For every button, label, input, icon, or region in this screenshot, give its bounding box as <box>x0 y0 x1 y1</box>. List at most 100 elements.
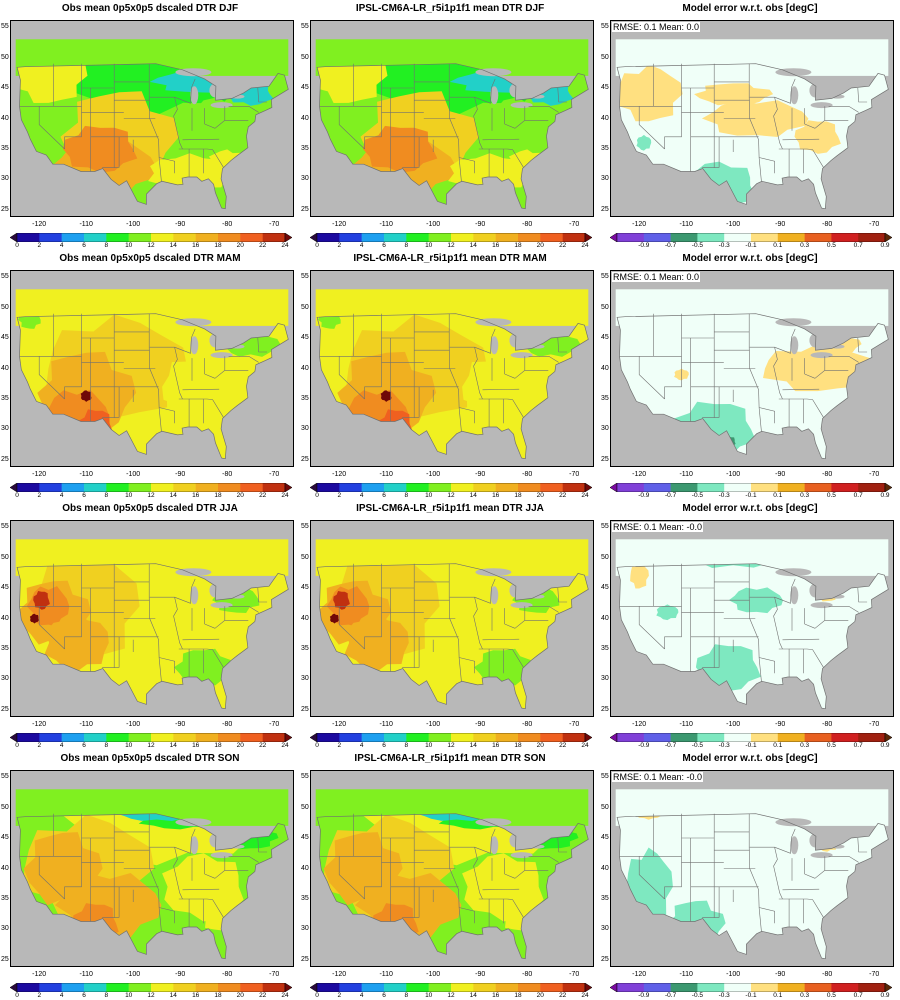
colorbar-tick: 18 <box>514 742 522 749</box>
panel-title: Obs mean 0p5x0p5 dscaled DTR MAM <box>59 253 241 264</box>
colorbar-swatch <box>317 733 340 742</box>
colorbar-tick: 12 <box>447 242 455 249</box>
state-border <box>257 337 268 353</box>
dtr-region <box>462 353 549 419</box>
colorbar-under-arrow <box>310 983 318 992</box>
lat-tick-label: 50 <box>301 303 309 311</box>
colorbar-tick: 0 <box>15 992 19 999</box>
colorbar-swatch <box>670 483 698 492</box>
colorbar-tick: 18 <box>214 742 222 749</box>
error-region <box>630 563 649 589</box>
colorbar-tick: 0.9 <box>880 242 890 249</box>
lon-tick-label: -90 <box>175 721 186 728</box>
map-field <box>611 521 893 716</box>
lake <box>790 336 799 355</box>
colorbar-tick: 6 <box>82 492 86 499</box>
lat-tick-label: 30 <box>1 675 9 683</box>
lon-tick-label: -90 <box>475 471 486 478</box>
colorbar-swatch <box>361 983 385 992</box>
state-border <box>159 657 175 674</box>
colorbar-tick: 4 <box>359 242 364 249</box>
lon-tick-label: -80 <box>822 471 833 478</box>
colorbar-swatch <box>173 483 196 492</box>
map-frame <box>310 520 594 717</box>
lon-tick-label: -100 <box>426 471 441 478</box>
error-map-panel: Model error w.r.t. obs [degC] RMSE: 0.1 M… <box>600 250 900 500</box>
colorbar-swatch <box>831 983 859 992</box>
colorbar-tick: 14 <box>169 742 177 749</box>
lon-tick-label: -120 <box>632 221 647 228</box>
colorbar-tick: 12 <box>447 492 455 499</box>
colorbar-tick: 22 <box>259 492 267 499</box>
state-border <box>338 856 365 900</box>
lat-tick-label: 55 <box>301 773 309 781</box>
lat-tick-label: 30 <box>601 175 609 183</box>
colorbar-swatch <box>384 733 407 742</box>
lat-tick-label: 45 <box>301 84 309 91</box>
colorbar-tick-labels: 0 2 4 6 8 10 12 14 16 18 20 22 24 <box>0 992 300 1000</box>
state-border <box>204 623 216 629</box>
country-outline <box>16 563 289 710</box>
colorbar-swatch <box>361 483 385 492</box>
state-border <box>557 337 568 353</box>
panel-title: IPSL-CM6A-LR_r5i1p1f1 mean DTR DJF <box>355 3 545 14</box>
colorbar-tick: 20 <box>536 742 544 749</box>
lon-tick-label: -110 <box>79 721 93 728</box>
colorbar-tick: 0.1 <box>773 492 783 499</box>
colorbar-swatch <box>218 233 241 242</box>
lat-tick-label: 45 <box>301 334 309 341</box>
state-border <box>514 856 526 879</box>
lat-tick-label: 25 <box>301 955 309 963</box>
colorbar-swatch <box>317 233 340 242</box>
lon-tick-label: -80 <box>522 221 533 228</box>
lake <box>810 352 833 359</box>
state-border <box>182 138 220 141</box>
lat-tick-label: 45 <box>601 84 609 91</box>
colorbar-swatch <box>670 733 698 742</box>
colorbar-swatch <box>428 233 452 242</box>
colorbar-tick: 0.3 <box>800 492 810 499</box>
country-outline <box>616 563 889 710</box>
colorbar-swatch <box>39 983 62 992</box>
lon-tick-label: -120 <box>332 721 347 728</box>
colorbar-tick: 12 <box>447 992 455 999</box>
colorbar-tick: -0.9 <box>638 242 650 249</box>
lat-tick-label: 35 <box>601 145 609 152</box>
lake <box>810 102 833 109</box>
lon-tick-label: -70 <box>869 221 880 228</box>
colorbar-tick: 0.5 <box>826 242 836 249</box>
colorbar-swatch <box>128 733 152 742</box>
lon-tick-label: -120 <box>32 471 47 478</box>
map-field <box>311 271 593 466</box>
state-border <box>857 337 868 353</box>
colorbar-under-arrow <box>10 733 18 742</box>
state-border <box>804 123 816 129</box>
lake <box>790 586 799 605</box>
colorbar-tick: 18 <box>214 492 222 499</box>
colorbar-tick: 0 <box>315 242 319 249</box>
map-frame <box>310 770 594 967</box>
state-border <box>38 856 65 900</box>
lat-tick-label: 25 <box>601 705 609 713</box>
lon-tick-label: -110 <box>379 471 393 478</box>
map-frame: RMSE: 0.1 Mean: 0.0 <box>610 270 894 467</box>
colorbar-swatch <box>39 233 62 242</box>
colorbar-tick: 24 <box>581 742 589 749</box>
colorbar-swatch <box>218 483 241 492</box>
state-border <box>482 638 520 641</box>
state-border <box>773 97 783 150</box>
state-border <box>364 63 382 149</box>
colorbar-swatch <box>173 733 196 742</box>
colorbar-tick: 24 <box>281 992 289 999</box>
dtr-region <box>363 125 438 173</box>
colorbar-tick: 16 <box>492 742 500 749</box>
colorbar-swatch <box>195 733 219 742</box>
lat-tick-label: 30 <box>601 925 609 933</box>
lon-tick-label: -100 <box>426 721 441 728</box>
colorbar-tick: 0.5 <box>826 992 836 999</box>
lake <box>790 86 799 105</box>
colorbar-swatch <box>670 233 698 242</box>
colorbar-swatch <box>428 483 452 492</box>
state-border <box>102 386 120 418</box>
lat-tick-label: 50 <box>1 553 9 561</box>
